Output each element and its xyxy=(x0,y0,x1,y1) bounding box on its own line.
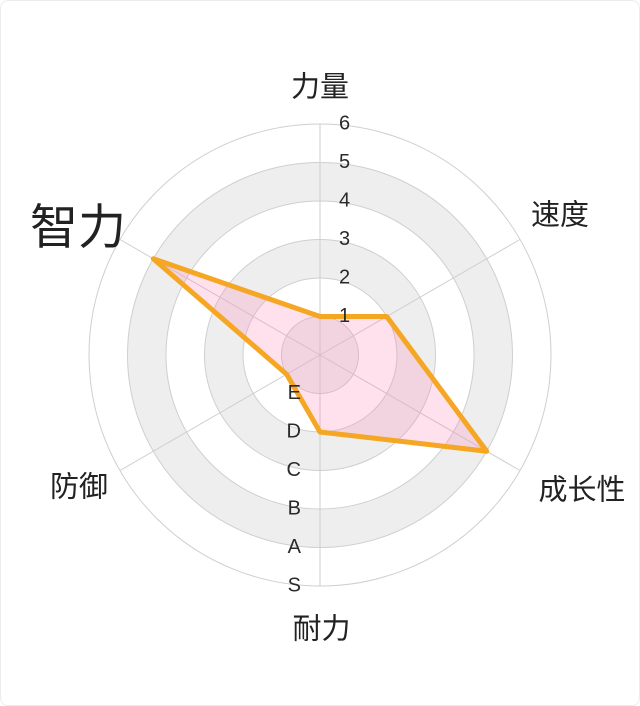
svg-text:4: 4 xyxy=(339,189,350,211)
svg-text:6: 6 xyxy=(339,112,350,134)
svg-text:E: E xyxy=(288,382,301,404)
svg-text:C: C xyxy=(287,459,301,481)
svg-text:防御: 防御 xyxy=(50,471,108,504)
svg-text:速度: 速度 xyxy=(531,199,589,232)
svg-text:耐力: 耐力 xyxy=(292,613,350,646)
svg-text:3: 3 xyxy=(339,228,350,250)
svg-text:力量: 力量 xyxy=(291,71,349,104)
svg-text:S: S xyxy=(288,574,301,596)
svg-text:B: B xyxy=(288,497,301,519)
svg-text:A: A xyxy=(288,536,302,558)
svg-text:智力: 智力 xyxy=(30,202,126,255)
svg-text:成长性: 成长性 xyxy=(538,474,625,507)
svg-text:5: 5 xyxy=(339,151,350,173)
svg-text:2: 2 xyxy=(339,266,350,288)
svg-text:1: 1 xyxy=(339,305,350,327)
svg-text:D: D xyxy=(287,420,301,442)
